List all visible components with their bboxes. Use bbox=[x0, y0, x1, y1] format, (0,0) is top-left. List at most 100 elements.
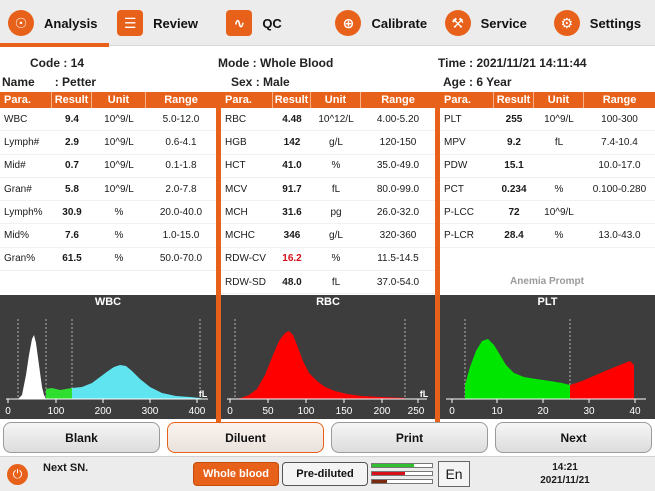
lymph-curve bbox=[18, 335, 46, 399]
tick-label: 250 bbox=[408, 406, 425, 417]
cell-range: 320-360 bbox=[379, 230, 417, 242]
cell-range: 5.0-12.0 bbox=[162, 113, 200, 125]
service-icon: ⚒ bbox=[444, 10, 471, 36]
cell-para: RDW-CV bbox=[225, 253, 266, 265]
table-row: Mid# 0.7 10^9/L 0.1-1.8 bbox=[0, 155, 216, 178]
plt-histogram-plot: 0 10 20 30 40 bbox=[446, 319, 646, 417]
table-row: Gran% 61.5% 50.0-70.0 bbox=[0, 248, 216, 272]
cell-result: 16.2 bbox=[282, 253, 302, 265]
cell-unit: 10^9/L bbox=[104, 160, 134, 172]
mode-field: Mode : Whole Blood bbox=[218, 56, 334, 70]
tab-label: Analysis bbox=[44, 15, 98, 31]
cell-unit: fL bbox=[554, 136, 564, 148]
plt-curve-large bbox=[570, 361, 634, 399]
blank-button[interactable]: Blank bbox=[3, 422, 160, 453]
cell-unit: 10^9/L bbox=[544, 113, 574, 125]
tab-label: Review bbox=[153, 15, 198, 31]
mid-curve bbox=[46, 388, 72, 399]
table-row: P-LCC 72 10^9/L bbox=[440, 201, 655, 225]
wbc-table: Para. Result Unit Range WBC 9.4 10^9/L 5.0-12.0… bbox=[0, 92, 216, 295]
cell-para: MCV bbox=[225, 183, 248, 195]
tick-label: 300 bbox=[142, 406, 159, 417]
cell-unit: 10^9/L bbox=[544, 206, 574, 218]
diluent-button[interactable]: Diluent bbox=[167, 422, 324, 453]
mode-label: Mode bbox=[218, 56, 250, 70]
cell-unit: fL bbox=[331, 183, 341, 195]
cell-range: 20.0-40.0 bbox=[159, 206, 203, 218]
print-button[interactable]: Print bbox=[331, 422, 488, 453]
column-header: Range bbox=[381, 94, 415, 106]
code-value: 14 bbox=[70, 56, 85, 70]
cell-unit: % bbox=[114, 253, 124, 265]
tab-analysis[interactable]: ☉ Analysis bbox=[0, 0, 110, 47]
tab-label: Service bbox=[480, 15, 527, 31]
cell-unit: % bbox=[554, 230, 564, 242]
calibrate-icon: ⊕ bbox=[335, 10, 362, 36]
rbc-curve bbox=[235, 331, 405, 399]
column-header: Para. bbox=[440, 92, 494, 108]
cell-result: 9.2 bbox=[507, 136, 521, 148]
age-field: Age : 6 Year bbox=[443, 75, 512, 89]
reagent-level-bar bbox=[371, 471, 433, 476]
cell-range: 4.00-5.20 bbox=[376, 113, 420, 125]
sex-label: Sex bbox=[231, 75, 253, 89]
table-row: HCT 41.0% 35.0-49.0 bbox=[221, 155, 435, 178]
power-icon[interactable]: ⏻ bbox=[7, 464, 28, 485]
cell-unit: % bbox=[114, 230, 124, 242]
qc-icon: ∿ bbox=[226, 10, 253, 36]
cell-unit: fL bbox=[331, 276, 341, 288]
cell-result: 30.9 bbox=[62, 206, 82, 218]
cell-para: Mid# bbox=[4, 160, 26, 172]
cell-unit: % bbox=[554, 183, 564, 195]
tab-calibrate[interactable]: ⊕ Calibrate bbox=[327, 0, 436, 46]
table-row: PLT 255 10^9/L 100-300 bbox=[440, 108, 655, 132]
tab-qc[interactable]: ∿ QC bbox=[218, 0, 327, 46]
code-label: Code bbox=[30, 56, 60, 70]
table-row: PDW 15.1 10.0-17.0 bbox=[440, 155, 655, 178]
top-nav: ☉ Analysis ☰ Review ∿ QC ⊕ Calibrate ⚒ S… bbox=[0, 0, 655, 47]
cell-para: Lymph# bbox=[4, 136, 40, 148]
cell-para: PDW bbox=[444, 160, 468, 172]
tab-settings[interactable]: ⚙ Settings bbox=[546, 0, 655, 46]
column-divider bbox=[435, 92, 440, 424]
mode-value: Whole Blood bbox=[260, 56, 334, 70]
cell-para: Mid% bbox=[4, 230, 30, 242]
column-header: Range bbox=[602, 94, 637, 106]
table-header: Para. Result Unit Range bbox=[221, 92, 435, 108]
cell-para: P-LCR bbox=[444, 230, 475, 242]
name-label: Name bbox=[2, 75, 35, 89]
reagent-levels bbox=[371, 463, 433, 485]
pre-diluted-mode-button[interactable]: Pre-diluted bbox=[282, 462, 368, 486]
cell-para: RBC bbox=[225, 113, 247, 125]
cell-result: 142 bbox=[283, 136, 301, 148]
language-button[interactable]: En bbox=[438, 461, 470, 487]
cell-para: HCT bbox=[225, 160, 246, 172]
cell-range: 11.5-14.5 bbox=[377, 253, 419, 265]
cell-para: Gran% bbox=[4, 253, 36, 265]
time-field: Time : 2021/11/21 14:11:44 bbox=[438, 56, 587, 70]
tick-label: 30 bbox=[583, 406, 595, 417]
tab-service[interactable]: ⚒ Service bbox=[437, 0, 546, 46]
tick-label: 150 bbox=[336, 406, 353, 417]
tab-review[interactable]: ☰ Review bbox=[109, 0, 218, 46]
cell-range: 2.0-7.8 bbox=[165, 183, 197, 195]
whole-blood-mode-button[interactable]: Whole blood bbox=[193, 462, 279, 486]
next-button[interactable]: Next bbox=[495, 422, 652, 453]
cell-result: 0.7 bbox=[65, 160, 79, 172]
cell-range: 0.100-0.280 bbox=[592, 183, 647, 195]
plt-curve-normal bbox=[465, 339, 570, 399]
cell-unit: % bbox=[331, 253, 341, 265]
cell-para: MPV bbox=[444, 136, 466, 148]
action-bar: Blank Diluent Print Next bbox=[0, 421, 655, 455]
rbc-histogram: RBC 0 50 100 150 200 250 fL bbox=[221, 295, 435, 419]
cell-range: 37.0-54.0 bbox=[376, 276, 420, 288]
clock: 14:21 2021/11/21 bbox=[520, 461, 610, 487]
cell-unit: % bbox=[114, 206, 124, 218]
cell-unit: % bbox=[331, 160, 341, 172]
reagent-level-bar bbox=[371, 479, 433, 484]
cell-unit: g/L bbox=[329, 136, 343, 148]
table-row: Lymph% 30.9% 20.0-40.0 bbox=[0, 201, 216, 225]
cell-result: 9.4 bbox=[65, 113, 79, 125]
table-header: Para. Result Unit Range bbox=[440, 92, 655, 108]
tab-label: QC bbox=[262, 15, 282, 31]
